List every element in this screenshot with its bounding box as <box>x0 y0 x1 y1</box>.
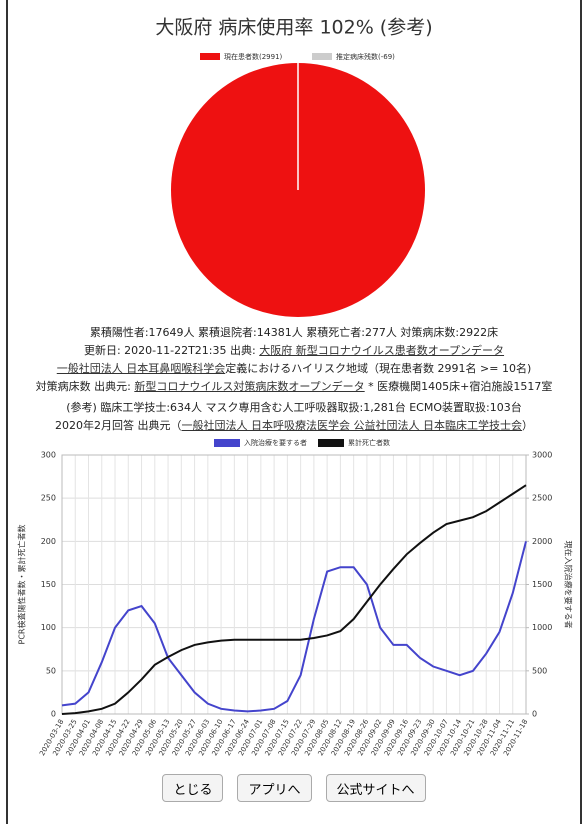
info-text: 定義におけるハイリスク地域（現在患者数 2991名 >= 10名) <box>225 362 532 375</box>
source-link[interactable]: 一般社団法人 日本耳鼻咽喉科学会 <box>56 362 226 375</box>
source-link[interactable]: 一般社団法人 日本呼吸療法医学会 公益社団法人 日本臨床工学技士会 <box>181 419 523 432</box>
chart-title: 大阪府 病床使用率 102% (参考) <box>155 17 432 39</box>
button[interactable]: とじる <box>162 774 224 802</box>
legend-label: 累計死亡者数 <box>348 438 390 447</box>
series-line <box>61 484 527 715</box>
info-text: 累積陽性者:17649人 累積退院者:14381人 累積死亡者:277人 対策病… <box>89 326 499 339</box>
charts: 大阪府 病床使用率 102% (参考) 現在患者数(2991) 推定病床残数(-69… <box>17 17 574 758</box>
info-text: 2020年2月回答 出典元（ <box>55 419 182 432</box>
info-line: 対策病床数 出典元: 新型コロナウイルス対策病床数オープンデータ * 医療機関1… <box>8 378 580 396</box>
info-line: 2020年2月回答 出典元（一般社団法人 日本呼吸療法医学会 公益社団法人 日本… <box>8 417 580 435</box>
info-text: 更新日: 2020-11-22T21:35 出典: <box>83 344 260 357</box>
info-text: (参考) 臨床工学技士:634人 マスク専用含む人工呼吸器取扱:1,281台 E… <box>66 401 522 414</box>
legend-swatch <box>200 53 220 60</box>
legend-swatch <box>318 439 344 447</box>
y-tick-label: 150 <box>41 580 56 589</box>
info-line: 累積陽性者:17649人 累積退院者:14381人 累積死亡者:277人 対策病… <box>8 324 580 342</box>
button[interactable]: アプリへ <box>237 774 312 802</box>
y2-tick-label: 3000 <box>532 451 552 460</box>
y-tick-label: 100 <box>41 623 56 632</box>
legend-label: 入院治療を要する者 <box>244 438 307 447</box>
y-tick-label: 250 <box>41 494 56 503</box>
info-line: 更新日: 2020-11-22T21:35 出典: 大阪府 新型コロナウイルス患… <box>8 342 580 360</box>
info-line: (参考) 臨床工学技士:634人 マスク専用含む人工呼吸器取扱:1,281台 E… <box>8 399 580 417</box>
info-text: ） <box>522 419 533 432</box>
y2-tick-label: 2500 <box>532 494 552 503</box>
page: 大阪府 病床使用率 102% (参考) 現在患者数(2991) 推定病床残数(-69… <box>6 0 582 824</box>
legend-swatch <box>312 53 332 60</box>
info-line: 一般社団法人 日本耳鼻咽喉科学会定義におけるハイリスク地域（現在患者数 2991… <box>8 360 580 378</box>
plot-frame <box>61 454 527 715</box>
y-axis-label: PCR検査陽性者数・累計死亡者数 <box>17 525 27 645</box>
info: 累積陽性者:17649人 累積退院者:14381人 累積死亡者:277人 対策病… <box>8 324 580 435</box>
y2-axis-label: 現在入院治療を要する者 <box>564 541 574 629</box>
y2-tick-label: 0 <box>532 710 537 719</box>
y-tick-label: 0 <box>51 710 56 719</box>
source-link[interactable]: 新型コロナウイルス対策病床数オープンデータ <box>134 380 365 393</box>
series-line <box>61 541 527 713</box>
y2-tick-label: 2000 <box>532 537 552 546</box>
y2-tick-label: 500 <box>532 666 547 675</box>
legend-swatch <box>214 439 240 447</box>
buttons: とじる アプリへ 公式サイトへ <box>8 774 580 802</box>
info-text: * 医療機関1405床+宿泊施設1517室 <box>364 380 553 393</box>
legend-label: 現在患者数(2991) <box>224 52 283 61</box>
y2-tick-label: 1000 <box>532 623 552 632</box>
y-tick-label: 50 <box>46 666 56 675</box>
legend-label: 推定病床残数(-69) <box>336 52 395 61</box>
y-tick-label: 200 <box>41 537 56 546</box>
y-tick-label: 300 <box>41 451 56 460</box>
button[interactable]: 公式サイトへ <box>325 774 426 802</box>
y2-tick-label: 1500 <box>532 580 552 589</box>
info-text: 対策病床数 出典元: <box>35 380 135 393</box>
source-link[interactable]: 大阪府 新型コロナウイルス患者数オープンデータ <box>259 344 505 357</box>
